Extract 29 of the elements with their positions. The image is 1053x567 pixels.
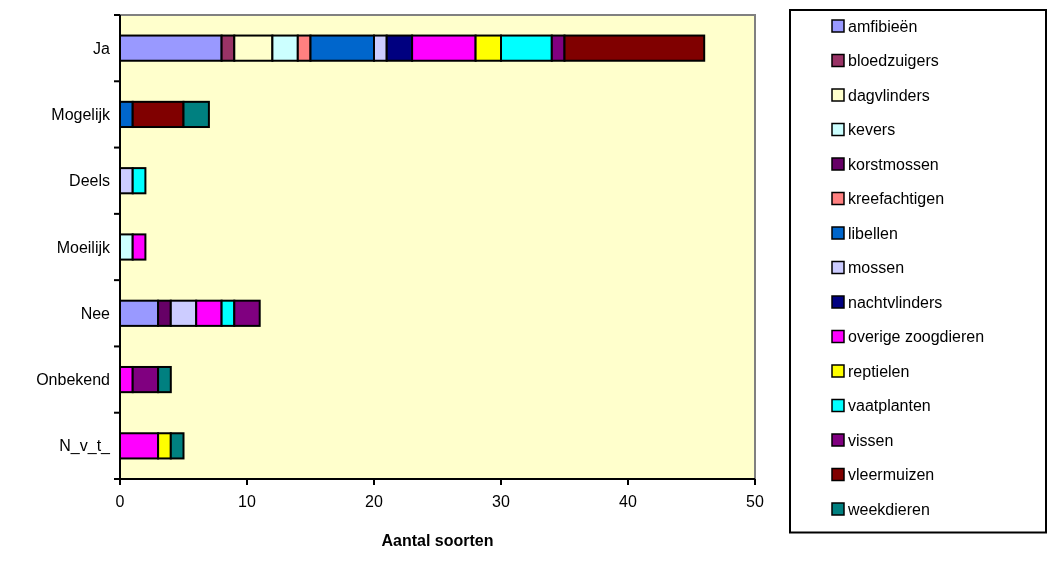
legend-label: vissen xyxy=(848,431,894,449)
y-tick-label: Moeilijk xyxy=(56,238,111,256)
legend-label: korstmossen xyxy=(848,155,939,173)
legend-label: overige zoogdieren xyxy=(848,328,985,345)
legend-label: mossen xyxy=(848,259,905,276)
y-tick-label: N_v_t_ xyxy=(59,437,112,456)
x-tick-label: 30 xyxy=(492,493,510,510)
legend-label: reptielen xyxy=(848,362,910,380)
legend-label: kevers xyxy=(848,121,896,138)
legend-label: amfibieën xyxy=(848,17,918,35)
legend-label: weekdieren xyxy=(847,500,930,518)
x-tick-label: 20 xyxy=(365,493,383,510)
legend-label: vleermuizen xyxy=(848,466,935,483)
legend-label: dagvlinders xyxy=(848,86,930,104)
y-tick-label: Mogelijk xyxy=(51,105,111,123)
x-axis-title: Aantal soorten xyxy=(381,532,494,549)
x-tick-label: 10 xyxy=(238,493,256,510)
x-tick-label: 0 xyxy=(115,493,125,510)
y-tick-label: Nee xyxy=(80,304,111,322)
y-tick-label: Deels xyxy=(69,172,110,190)
x-tick-label: 50 xyxy=(746,493,764,510)
legend-label: bloedzuigers xyxy=(848,52,939,69)
y-tick-label: Onbekend xyxy=(36,371,110,389)
legend-label: vaatplanten xyxy=(848,397,931,414)
x-tick-label: 40 xyxy=(619,493,637,510)
y-tick-label: Ja xyxy=(93,39,111,57)
legend-label: nachtvlinders xyxy=(848,293,943,311)
legend-label: kreefachtigen xyxy=(848,190,945,207)
legend-label: libellen xyxy=(848,224,898,242)
